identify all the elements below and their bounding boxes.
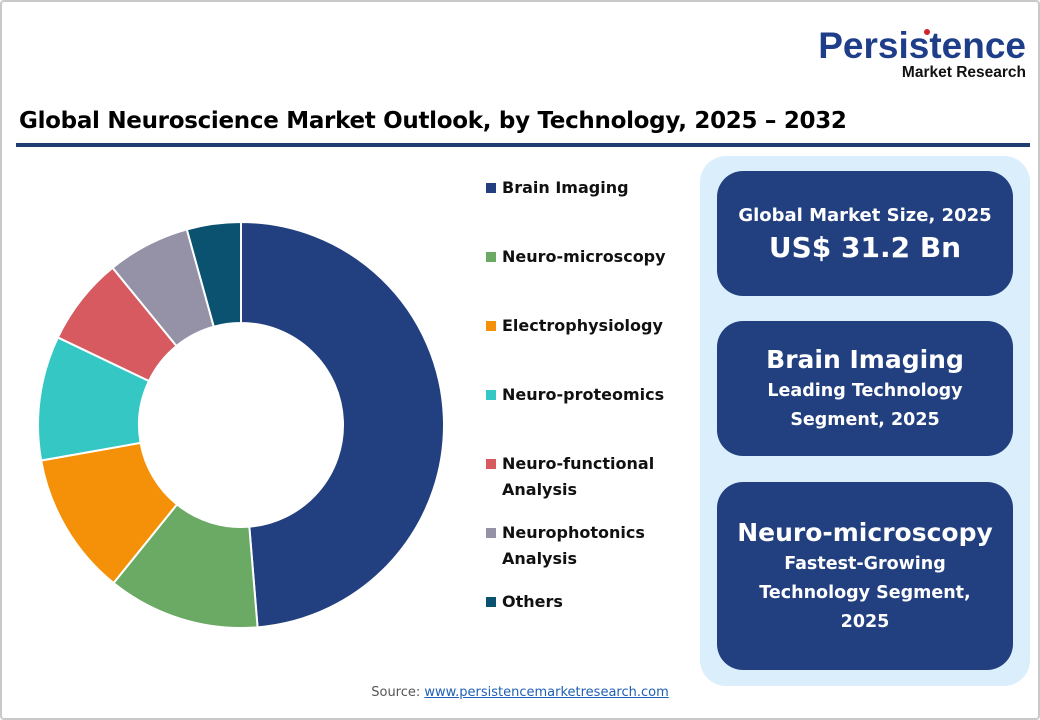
legend-label: Brain Imaging	[502, 178, 629, 197]
fastest-segment-card: Neuro-microscopy Fastest-Growing Technol…	[717, 482, 1013, 670]
logo-brand: Persistence	[818, 25, 1026, 66]
fastest-segment-name: Neuro-microscopy	[737, 517, 993, 547]
legend-label: Neuro-microscopy	[502, 247, 666, 266]
leading-segment-line1: Leading Technology	[767, 380, 963, 401]
fastest-segment-line1: Fastest-Growing	[784, 553, 946, 574]
donut-slice-brain-imaging	[240, 220, 445, 629]
market-size-card: Global Market Size, 2025 US$ 31.2 Bn	[717, 171, 1013, 296]
market-size-value: US$ 31.2 Bn	[768, 231, 962, 264]
source-link[interactable]: www.persistencemarketresearch.com	[424, 685, 669, 700]
legend-label: Neuro-functional Analysis	[502, 454, 655, 499]
legend-swatch-icon	[486, 183, 496, 193]
source-line: Source: www.persistencemarketresearch.co…	[0, 685, 1040, 700]
logo-subtitle: Market Research	[901, 64, 1026, 81]
legend-swatch-icon	[486, 252, 496, 262]
chart-title: Global Neuroscience Market Outlook, by T…	[19, 108, 847, 134]
title-underline	[16, 143, 1030, 147]
legend-label: Others	[502, 592, 563, 611]
donut-slice-others	[185, 220, 242, 328]
leading-segment-name: Brain Imaging	[766, 344, 964, 374]
logo-brand-text: Persistence	[818, 25, 1026, 66]
legend-label: Neuro-proteomics	[502, 385, 665, 404]
fastest-segment-line2: Technology Segment,	[759, 582, 971, 603]
source-label: Source:	[371, 685, 425, 700]
logo: Persistence Market Research	[818, 25, 1026, 81]
leading-segment-card: Brain Imaging Leading Technology Segment…	[717, 321, 1013, 456]
leading-segment-line2: Segment, 2025	[790, 409, 940, 430]
fastest-segment-line3: 2025	[840, 611, 890, 632]
logo-star-icon	[924, 29, 931, 35]
legend-label: Neurophotonics Analysis	[502, 523, 645, 568]
donut-chart	[37, 220, 445, 629]
legend-label: Electrophysiology	[502, 316, 663, 335]
legend-swatch-icon	[486, 459, 496, 469]
market-size-label: Global Market Size, 2025	[738, 205, 992, 226]
legend-swatch-icon	[486, 528, 496, 538]
summary-panel: Global Market Size, 2025 US$ 31.2 Bn Bra…	[700, 156, 1030, 686]
legend-swatch-icon	[486, 597, 496, 607]
legend-swatch-icon	[486, 390, 496, 400]
legend-swatch-icon	[486, 321, 496, 331]
